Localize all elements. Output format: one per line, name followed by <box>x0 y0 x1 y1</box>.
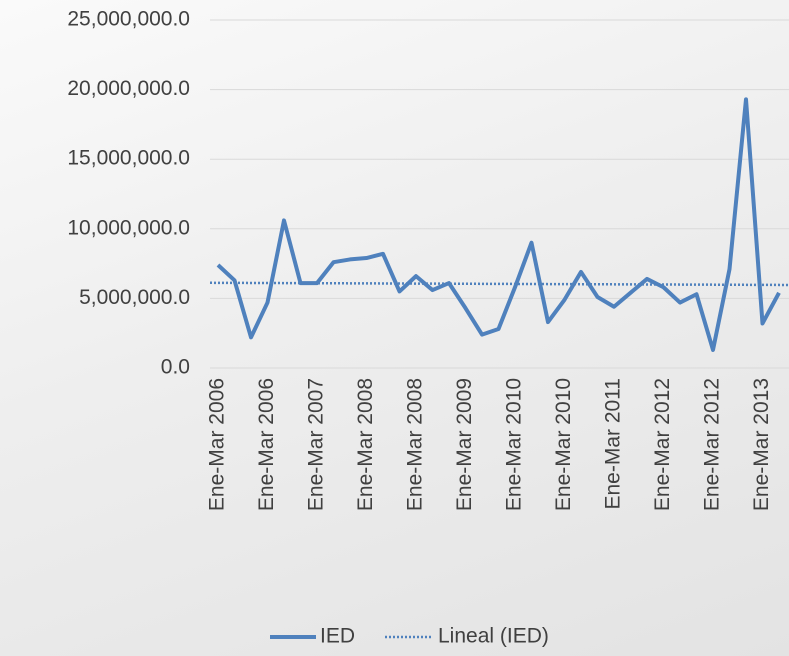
y-tick-label: 0.0 <box>161 356 190 379</box>
x-tick-label: Ene-Mar 2008 <box>404 378 427 511</box>
data-line <box>216 97 781 352</box>
y-tick-label: 10,000,000.0 <box>67 216 190 239</box>
legend-label: Lineal (IED) <box>438 625 549 648</box>
y-tick-label: 5,000,000.0 <box>79 286 190 309</box>
x-tick-label: Ene-Mar 2010 <box>503 378 526 511</box>
trend-line <box>209 281 789 287</box>
x-tick-label: Ene-Mar 2009 <box>453 378 476 511</box>
x-tick-label: Ene-Mar 2006 <box>206 378 229 511</box>
x-tick-label: Ene-Mar 2012 <box>701 378 724 511</box>
x-tick-label: Ene-Mar 2010 <box>552 378 575 511</box>
x-tick-label: Ene-Mar 2006 <box>255 378 278 511</box>
x-tick-label: Ene-Mar 2012 <box>651 378 674 511</box>
x-tick-label: Ene-Mar 2011 <box>602 378 625 510</box>
y-tick-label: 15,000,000.0 <box>67 147 190 170</box>
legend-label: IED <box>320 625 355 648</box>
y-tick-label: 25,000,000.0 <box>67 8 190 31</box>
x-tick-label: Ene-Mar 2008 <box>354 378 377 511</box>
x-tick-label: Ene-Mar 2007 <box>305 378 328 511</box>
x-tick-label: Ene-Mar 2013 <box>750 378 773 511</box>
y-tick-label: 20,000,000.0 <box>67 77 190 100</box>
